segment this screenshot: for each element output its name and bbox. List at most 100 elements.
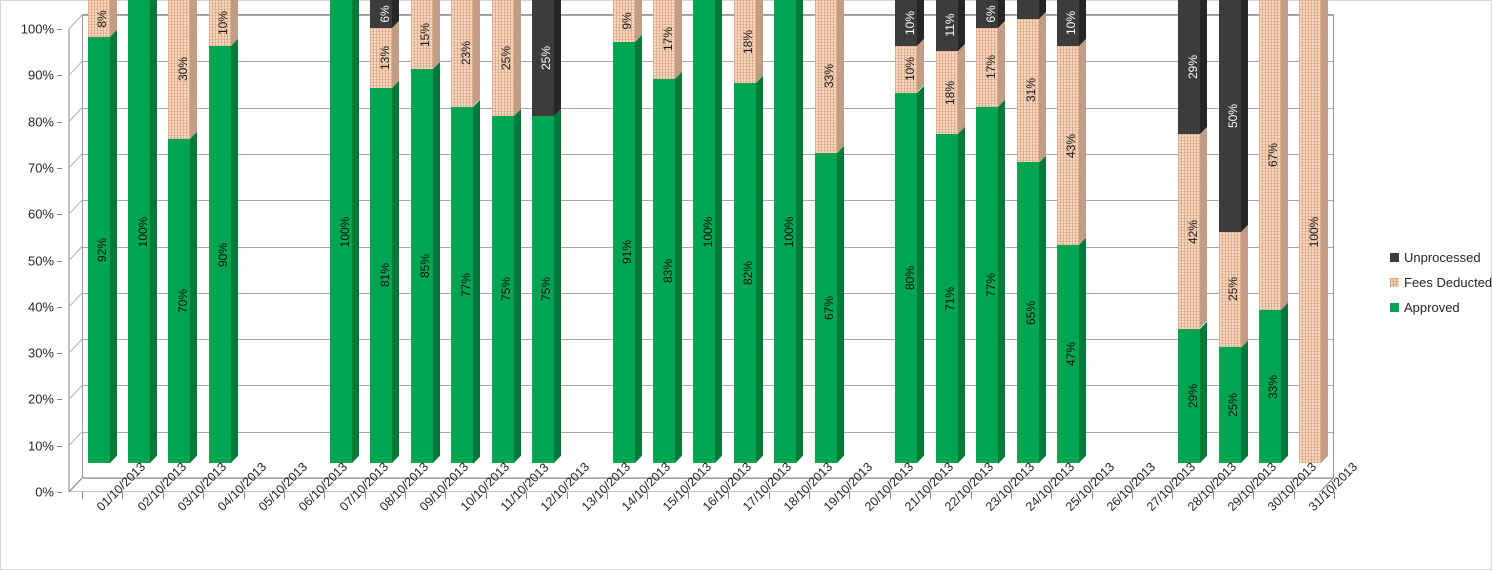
bar-slot[interactable]	[1132, 14, 1172, 478]
bar-segment-fees[interactable]: 18%	[733, 0, 763, 84]
bar-slot[interactable]: 65%31%4%4%	[1011, 0, 1051, 478]
stacked-bar[interactable]: 80% 10% 10%	[890, 0, 930, 478]
bar-segment-approved[interactable]: 91%	[612, 34, 642, 464]
bar-segment-fees[interactable]: 10%	[895, 39, 925, 93]
stacked-bar[interactable]: 90%10%0%	[203, 0, 243, 478]
bar-segment-fees[interactable]: 9%	[612, 0, 642, 42]
stacked-bar[interactable]: 81% 13% 6%	[365, 0, 405, 478]
bar-slot[interactable]: 92%8%0%	[82, 0, 122, 478]
stacked-bar[interactable]: 100%0%0%	[688, 0, 728, 478]
legend-item-approved[interactable]: Approved	[1390, 300, 1490, 315]
bar-segment-fees[interactable]: 42%	[1178, 127, 1208, 329]
bar-slot[interactable]: 25% 25% 50%	[1213, 0, 1253, 478]
bar-segment-unprocessed[interactable]: 6%	[976, 0, 1006, 28]
bar-slot[interactable]: 29% 42% 29%	[1172, 0, 1212, 478]
stacked-bar[interactable]: 100%0%0%	[769, 0, 809, 478]
legend-item-unprocessed[interactable]: Unprocessed	[1390, 250, 1490, 265]
bar-slot[interactable]: 71% 18% 11%	[930, 0, 970, 478]
stacked-bar[interactable]: 71% 18% 11%	[930, 0, 970, 478]
stacked-bar[interactable]: 77% 17% 6%	[971, 0, 1011, 478]
bar-slot[interactable]	[1092, 14, 1132, 478]
stacked-bar[interactable]: 100%0%	[1294, 0, 1334, 478]
bar-segment-fees[interactable]: 30%	[168, 0, 198, 139]
bar-segment-fees[interactable]: 25%	[491, 0, 521, 116]
bar-slot[interactable]: 75%25%0%	[526, 0, 566, 478]
bar-segment-unprocessed[interactable]: 11%	[935, 0, 965, 51]
bar-slot[interactable]: 100%0%	[1294, 0, 1334, 478]
bar-slot[interactable]: 77%23%0%	[445, 0, 485, 478]
bar-segment-fees[interactable]: 43%	[1056, 39, 1086, 246]
bar-segment-approved[interactable]: 100%	[774, 0, 804, 464]
bar-segment-fees[interactable]: 17%	[653, 0, 683, 79]
bar-segment-unprocessed[interactable]: 4%	[1016, 0, 1046, 19]
legend-item-fees-deducted[interactable]: Fees Deducted	[1390, 275, 1492, 290]
stacked-bar[interactable]: 25% 25% 50%	[1213, 0, 1253, 478]
bar-segment-fees[interactable]: 15%	[410, 0, 440, 70]
bar-segment-unprocessed[interactable]: 6%	[370, 0, 400, 28]
bar-segment-approved[interactable]: 33%	[1258, 302, 1288, 463]
bar-slot[interactable]	[849, 14, 889, 478]
bar-slot[interactable]: 83%17%0%	[647, 0, 687, 478]
bar-segment-approved[interactable]: 100%	[128, 0, 158, 464]
bar-slot[interactable]: 100%0%0%	[769, 0, 809, 478]
bar-segment-approved[interactable]: 82%	[733, 76, 763, 464]
bar-segment-approved[interactable]: 92%	[87, 29, 117, 464]
stacked-bar[interactable]: 92%8%0%	[82, 0, 122, 478]
bar-slot[interactable]: 33%67%0%	[1253, 0, 1293, 478]
bar-segment-approved[interactable]: 85%	[410, 62, 440, 464]
bar-segment-approved[interactable]: 67%	[814, 145, 844, 463]
bar-slot[interactable]: 77% 17% 6%	[971, 0, 1011, 478]
bar-segment-fees[interactable]: 100%	[1299, 0, 1329, 464]
bar-segment-approved[interactable]: 83%	[653, 71, 683, 464]
stacked-bar[interactable]: 100%0%0%	[122, 0, 162, 478]
bar-slot[interactable]: 81% 13% 6%	[365, 0, 405, 478]
bar-slot[interactable]	[244, 14, 284, 478]
bar-segment-approved[interactable]: 90%	[208, 39, 238, 464]
bar-slot[interactable]: 100%0%0%	[324, 0, 364, 478]
bar-slot[interactable]: 47% 43% 10%	[1051, 0, 1091, 478]
bar-slot[interactable]: 67%33%0%	[809, 0, 849, 478]
bar-segment-unprocessed[interactable]: 10%	[1056, 0, 1086, 47]
bar-segment-approved[interactable]: 81%	[370, 80, 400, 464]
stacked-bar[interactable]: 29% 42% 29%	[1172, 0, 1212, 478]
bar-slot[interactable]	[284, 14, 324, 478]
bar-slot[interactable]: 70%30%0%	[163, 0, 203, 478]
bar-segment-fees[interactable]: 67%	[1258, 0, 1288, 311]
bar-slot[interactable]: 75%25%0%	[486, 0, 526, 478]
bar-segment-approved[interactable]: 77%	[976, 99, 1006, 464]
bar-segment-fees[interactable]: 13%	[370, 20, 400, 88]
bar-segment-fees[interactable]: 31%	[1016, 11, 1046, 163]
stacked-bar[interactable]: 47% 43% 10%	[1051, 0, 1091, 478]
stacked-bar[interactable]: 75%25%0%	[486, 0, 526, 478]
bar-segment-unprocessed[interactable]: 25%	[531, 0, 561, 116]
bar-slot[interactable]	[567, 14, 607, 478]
bar-segment-fees[interactable]: 33%	[814, 0, 844, 153]
bar-segment-approved[interactable]: 100%	[693, 0, 723, 464]
stacked-bar[interactable]: 85%15%0%	[405, 0, 445, 478]
bar-segment-approved[interactable]: 70%	[168, 131, 198, 463]
bar-segment-approved[interactable]: 77%	[451, 99, 481, 464]
stacked-bar[interactable]: 91%9%0%	[607, 0, 647, 478]
bar-segment-unprocessed[interactable]: 50%	[1218, 0, 1248, 232]
bar-segment-approved[interactable]: 75%	[531, 108, 561, 464]
bar-segment-approved[interactable]: 75%	[491, 108, 521, 464]
stacked-bar[interactable]: 82%18%0%	[728, 0, 768, 478]
bar-slot[interactable]: 85%15%0%	[405, 0, 445, 478]
bar-segment-unprocessed[interactable]: 29%	[1178, 0, 1208, 135]
bar-slot[interactable]: 100%0%0%	[122, 0, 162, 478]
bar-slot[interactable]: 90%10%0%	[203, 0, 243, 478]
bar-segment-approved[interactable]: 29%	[1178, 321, 1208, 463]
bar-segment-approved[interactable]: 100%	[330, 0, 359, 464]
stacked-bar[interactable]: 33%67%0%	[1253, 0, 1293, 478]
bar-segment-approved[interactable]: 80%	[895, 85, 925, 464]
bar-segment-fees[interactable]: 10%	[208, 0, 238, 47]
bar-segment-fees[interactable]: 18%	[935, 43, 965, 135]
bar-segment-approved[interactable]: 47%	[1056, 238, 1086, 463]
bar-slot[interactable]: 100%0%0%	[688, 0, 728, 478]
stacked-bar[interactable]: 83%17%0%	[647, 0, 687, 478]
bar-slot[interactable]: 91%9%0%	[607, 0, 647, 478]
stacked-bar[interactable]: 70%30%0%	[163, 0, 203, 478]
stacked-bar[interactable]: 77%23%0%	[445, 0, 485, 478]
bar-segment-fees[interactable]: 8%	[87, 0, 117, 38]
bar-segment-fees[interactable]: 23%	[451, 0, 481, 107]
